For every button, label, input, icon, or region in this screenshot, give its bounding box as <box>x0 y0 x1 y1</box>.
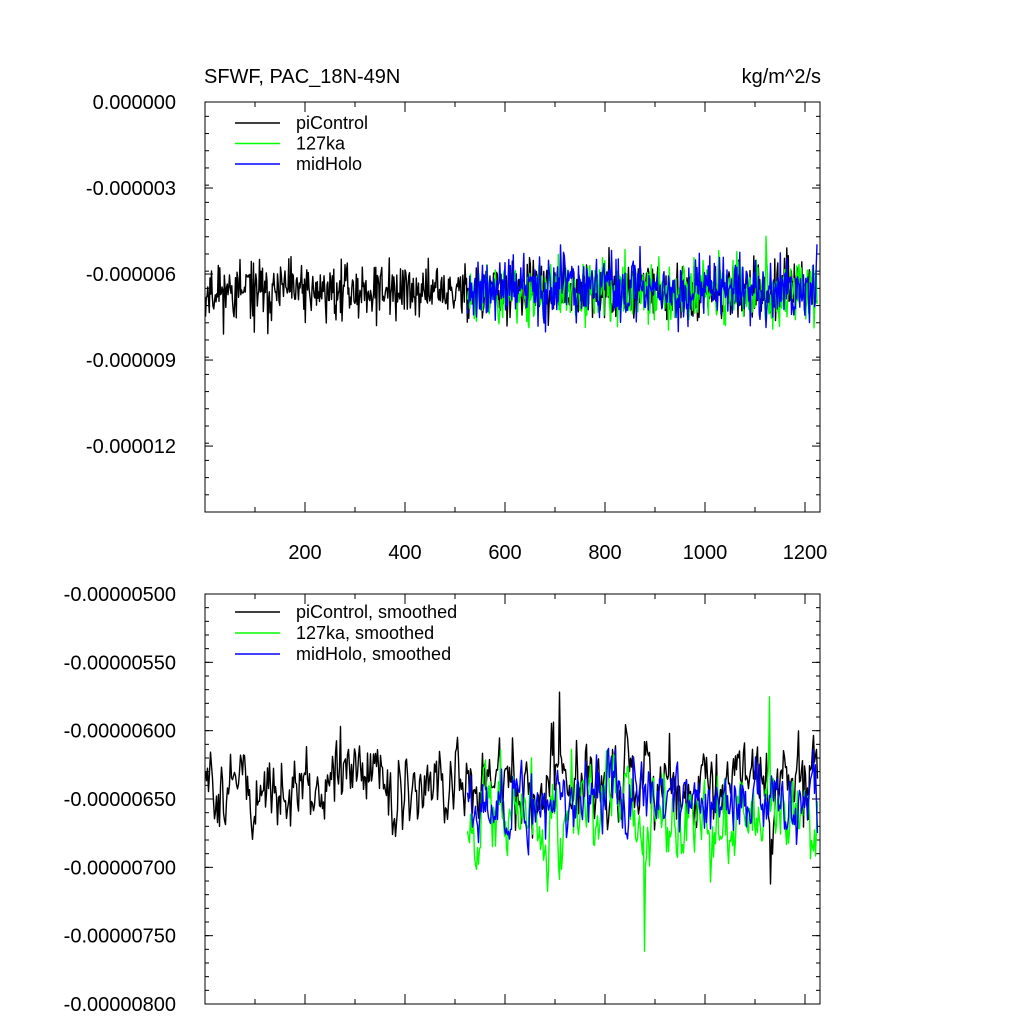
legend-label: midHolo, smoothed <box>296 644 451 664</box>
top-axes: 0.000000 -0.000003 -0.000006 -0.000009 -0.00… <box>86 92 827 564</box>
y-tick-label: -0.00000650 <box>64 789 176 811</box>
y-tick-label: -0.00000550 <box>64 652 176 674</box>
legend-label: piControl <box>296 113 368 133</box>
top-series <box>204 235 818 335</box>
bottom-series <box>204 691 819 952</box>
top-chart-title: SFWF, PAC_18N-49N <box>204 66 400 88</box>
bottom-axes: -0.00000500 -0.00000550 -0.00000600 -0.0000… <box>64 584 820 1016</box>
y-tick-label: -0.00000800 <box>64 994 176 1016</box>
legend-label: piControl, smoothed <box>296 602 457 622</box>
series-line-midholo <box>466 747 819 856</box>
x-tick-label: 400 <box>388 542 421 564</box>
series-line-picontrol <box>204 691 819 885</box>
y-tick-label: -0.00000500 <box>64 584 176 606</box>
legend-label: midHolo <box>296 154 362 174</box>
y-tick-label: -0.000003 <box>86 178 176 200</box>
top-chart-units: kg/m^2/s <box>742 66 821 88</box>
series-line-127ka <box>466 696 819 952</box>
legend-label: 127ka <box>296 134 346 154</box>
y-tick-label: -0.000012 <box>86 436 176 458</box>
x-tick-label: 1200 <box>783 542 828 564</box>
x-tick-label: 1000 <box>683 542 728 564</box>
top-plot-frame <box>204 101 821 513</box>
y-tick-label: -0.00000700 <box>64 857 176 879</box>
series-line-midholo <box>466 244 818 333</box>
x-tick-label: 800 <box>588 542 621 564</box>
y-tick-label: -0.000006 <box>86 264 176 286</box>
y-tick-label: -0.000009 <box>86 350 176 372</box>
top-panel: SFWF, PAC_18N-49N kg/m^2/s 0.000000 -0.00… <box>86 66 827 564</box>
x-tick-label: 600 <box>488 542 521 564</box>
x-tick-label: 200 <box>288 542 321 564</box>
bottom-panel: -0.00000500 -0.00000550 -0.00000600 -0.0000… <box>64 584 821 1016</box>
y-tick-label: -0.00000750 <box>64 926 176 948</box>
legend-label: 127ka, smoothed <box>296 623 434 643</box>
bottom-plot-frame <box>204 593 821 1005</box>
y-tick-label: 0.000000 <box>93 92 176 114</box>
y-tick-label: -0.00000600 <box>64 721 176 743</box>
